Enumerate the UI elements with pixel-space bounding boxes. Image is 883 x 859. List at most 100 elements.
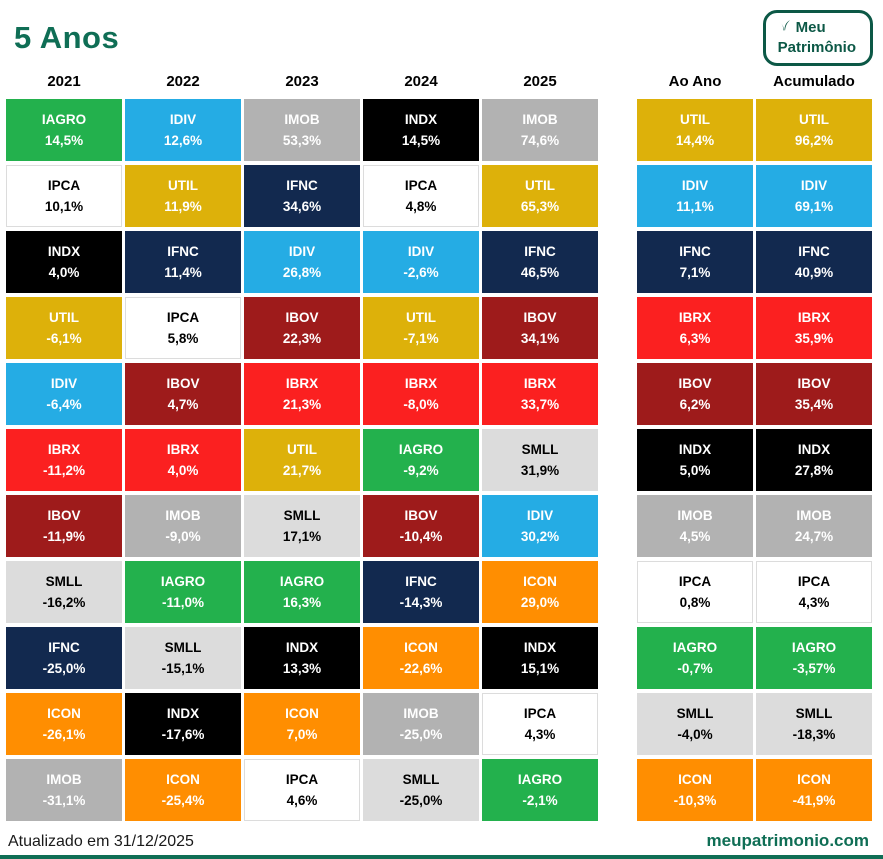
- return-value: 11,1%: [676, 199, 714, 214]
- return-value: 5,0%: [679, 463, 711, 478]
- page-footer: Atualizado em 31/12/2025 meupatrimonio.c…: [0, 831, 883, 851]
- return-tile: ICON -26,1%: [6, 693, 122, 755]
- return-tile: SMLL 17,1%: [244, 495, 360, 557]
- index-label: ICON: [797, 771, 831, 787]
- index-label: SMLL: [402, 771, 440, 787]
- return-tile: UTIL 96,2%: [756, 99, 872, 161]
- index-label: ICON: [166, 771, 200, 787]
- return-value: 21,7%: [282, 463, 322, 478]
- index-label: IPCA: [523, 705, 557, 721]
- return-value: -2,6%: [403, 265, 439, 280]
- return-value: 4,8%: [405, 199, 437, 214]
- return-value: 40,9%: [794, 265, 834, 280]
- return-value: 6,3%: [679, 331, 711, 346]
- return-tile: IBOV 34,1%: [482, 297, 598, 359]
- return-tile: INDX 5,0%: [637, 429, 753, 491]
- return-value: 46,5%: [520, 265, 560, 280]
- column-header: 2023: [285, 73, 319, 90]
- return-value: -6,4%: [46, 397, 82, 412]
- index-label: IMOB: [796, 507, 832, 523]
- return-tile: IMOB -31,1%: [6, 759, 122, 821]
- logo-text-line1: Meu: [795, 19, 826, 36]
- return-value: -41,9%: [792, 793, 836, 808]
- index-label: IPCA: [47, 177, 81, 193]
- column-header: Acumulado: [773, 73, 855, 90]
- column-header: 2024: [404, 73, 438, 90]
- return-value: -10,4%: [399, 529, 443, 544]
- return-value: 11,9%: [164, 199, 202, 214]
- return-value: 35,9%: [794, 331, 834, 346]
- index-label: IMOB: [403, 705, 439, 721]
- return-value: -17,6%: [161, 727, 205, 742]
- return-value: -25,0%: [399, 793, 443, 808]
- index-label: ICON: [678, 771, 712, 787]
- return-value: -25,4%: [161, 793, 205, 808]
- return-value: 31,9%: [520, 463, 560, 478]
- return-tile: IBRX 6,3%: [637, 297, 753, 359]
- index-label: IMOB: [677, 507, 713, 523]
- index-label: IBRX: [47, 441, 81, 457]
- return-tile: INDX 14,5%: [363, 99, 479, 161]
- index-label: IBOV: [166, 375, 200, 391]
- return-tile: SMLL -15,1%: [125, 627, 241, 689]
- column-header: 2021: [47, 73, 81, 90]
- return-tile: SMLL -25,0%: [363, 759, 479, 821]
- return-value: 0,8%: [679, 595, 711, 610]
- return-tile: SMLL -4,0%: [637, 693, 753, 755]
- index-label: IAGRO: [672, 639, 718, 655]
- return-tile: IPCA 4,3%: [756, 561, 872, 623]
- index-label: UTIL: [799, 111, 829, 127]
- return-tile: IBOV 6,2%: [637, 363, 753, 425]
- return-tile: IBRX 4,0%: [125, 429, 241, 491]
- index-label: IFNC: [524, 243, 556, 259]
- index-label: IDIV: [407, 243, 435, 259]
- index-label: IDIV: [169, 111, 197, 127]
- return-tile: ICON 7,0%: [244, 693, 360, 755]
- return-value: -8,0%: [403, 397, 439, 412]
- index-label: IFNC: [405, 573, 437, 589]
- return-value: 4,3%: [798, 595, 830, 610]
- return-tile: IFNC 40,9%: [756, 231, 872, 293]
- index-label: SMLL: [676, 705, 714, 721]
- return-tile: INDX 13,3%: [244, 627, 360, 689]
- index-label: INDX: [285, 639, 319, 655]
- index-label: IDIV: [681, 177, 709, 193]
- logo-text-line2: Patrimônio: [777, 38, 856, 56]
- index-label: IBRX: [678, 309, 712, 325]
- return-tile: IBOV 35,4%: [756, 363, 872, 425]
- index-label: IAGRO: [41, 111, 87, 127]
- return-tile: IBOV 22,3%: [244, 297, 360, 359]
- index-label: INDX: [523, 639, 557, 655]
- index-label: SMLL: [795, 705, 833, 721]
- index-label: IAGRO: [160, 573, 206, 589]
- return-tile: IAGRO 16,3%: [244, 561, 360, 623]
- return-value: -11,0%: [161, 595, 205, 610]
- index-label: IDIV: [526, 507, 554, 523]
- return-value: 30,2%: [520, 529, 560, 544]
- return-value: 5,8%: [167, 331, 199, 346]
- index-label: IFNC: [167, 243, 199, 259]
- return-tile: IFNC -14,3%: [363, 561, 479, 623]
- return-tile: UTIL 11,9%: [125, 165, 241, 227]
- updated-label: Atualizado em 31/12/2025: [8, 833, 194, 850]
- return-value: -16,2%: [42, 595, 86, 610]
- return-tile: IDIV 30,2%: [482, 495, 598, 557]
- return-value: -0,7%: [677, 661, 713, 676]
- index-label: IFNC: [798, 243, 830, 259]
- index-label: IPCA: [166, 309, 200, 325]
- return-value: -9,2%: [403, 463, 439, 478]
- return-tile: IFNC 46,5%: [482, 231, 598, 293]
- return-value: -14,3%: [399, 595, 443, 610]
- page-title: 5 Anos: [14, 20, 120, 55]
- return-value: 22,3%: [282, 331, 322, 346]
- index-label: SMLL: [283, 507, 321, 523]
- return-tile: IDIV -2,6%: [363, 231, 479, 293]
- return-tile: IAGRO -2,1%: [482, 759, 598, 821]
- index-label: IFNC: [48, 639, 80, 655]
- return-value: 7,0%: [286, 727, 318, 742]
- return-value: 4,6%: [286, 793, 318, 808]
- index-label: IBOV: [47, 507, 81, 523]
- return-tile: UTIL -7,1%: [363, 297, 479, 359]
- column-2024: 2024 INDX 14,5% IPCA 4,8% IDIV -2,6% UTIL -7,1% I…: [363, 72, 479, 821]
- return-value: 21,3%: [282, 397, 322, 412]
